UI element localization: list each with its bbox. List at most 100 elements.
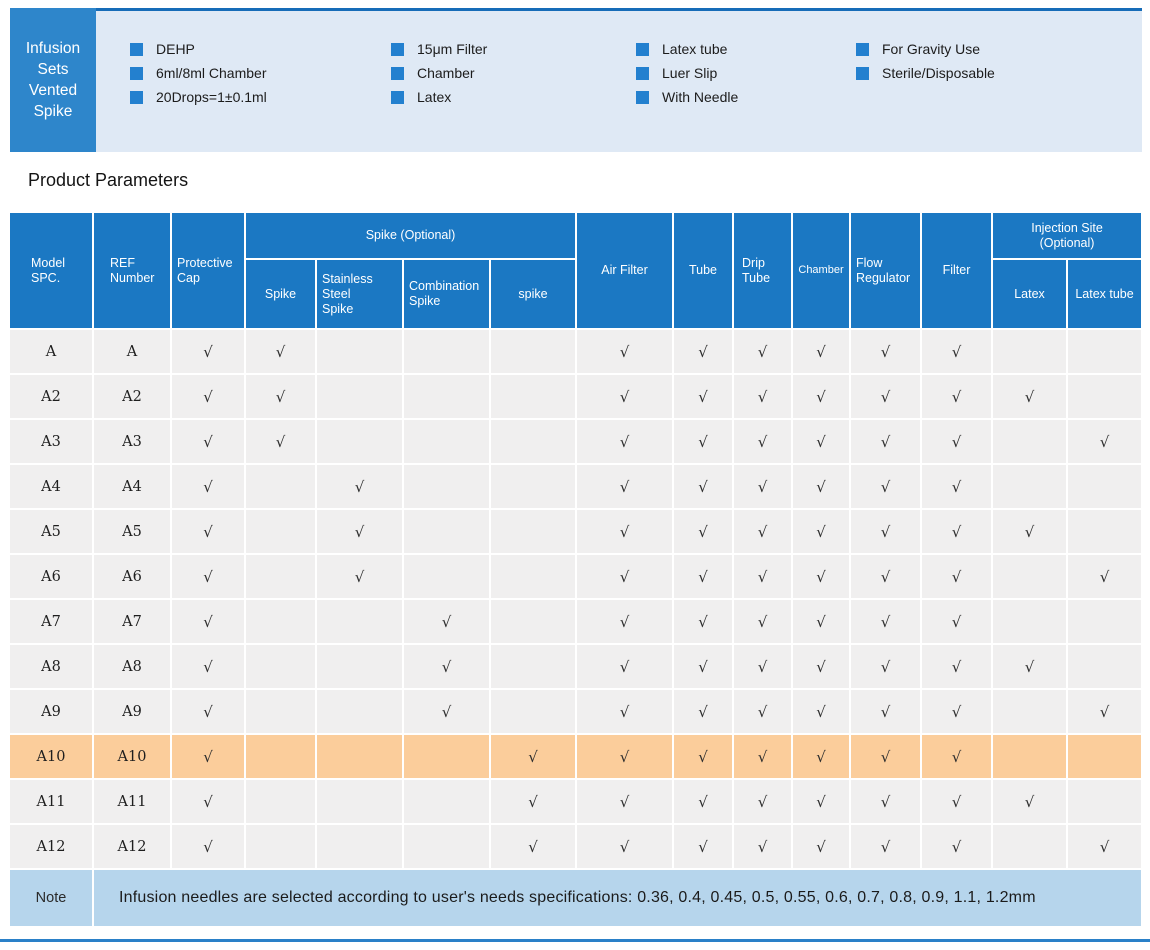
ref-cell: A7: [94, 600, 170, 643]
check-cell-protective-cap: √: [172, 420, 244, 463]
feature-label: Latex: [417, 89, 452, 105]
check-cell-latex-tube: √: [1068, 555, 1142, 598]
table-row[interactable]: A12 A12 √ √ √ √ √ √ √ √ √: [10, 825, 1142, 868]
check-cell-flow-regulator: √: [851, 555, 920, 598]
feature-column: 15μm Filter Chamber Latex: [391, 37, 487, 109]
check-cell-air-filter: √: [577, 555, 672, 598]
table-row[interactable]: A9 A9 √ √ √ √ √ √ √ √ √: [10, 690, 1142, 733]
check-cell-air-filter: √: [577, 465, 672, 508]
table-row[interactable]: A7 A7 √ √ √ √ √ √ √ √: [10, 600, 1142, 643]
table-row[interactable]: A4 A4 √ √ √ √ √ √ √ √: [10, 465, 1142, 508]
check-cell-stainless-steel-spike: [317, 735, 402, 778]
ref-cell: A9: [94, 690, 170, 733]
feature-item: Latex: [391, 85, 487, 109]
check-cell-filter: √: [922, 555, 991, 598]
col-header-stainless-steel-spike: Stainless Steel Spike: [317, 260, 402, 328]
feature-column: DEHP 6ml/8ml Chamber 20Drops=1±0.1ml: [130, 37, 267, 109]
check-cell-drip-tube: √: [734, 465, 791, 508]
ref-cell: A: [94, 330, 170, 373]
model-cell: A12: [10, 825, 92, 868]
check-cell-spike-lower: [491, 690, 575, 733]
check-cell-spike-lower: [491, 420, 575, 463]
check-cell-chamber: √: [793, 330, 849, 373]
table-row[interactable]: A10 A10 √ √ √ √ √ √ √ √: [10, 735, 1142, 778]
check-cell-drip-tube: √: [734, 600, 791, 643]
table-row[interactable]: A8 A8 √ √ √ √ √ √ √ √ √: [10, 645, 1142, 688]
check-cell-drip-tube: √: [734, 510, 791, 553]
check-cell-stainless-steel-spike: [317, 645, 402, 688]
check-cell-tube: √: [674, 330, 732, 373]
feature-item: Luer Slip: [636, 61, 738, 85]
model-cell: A6: [10, 555, 92, 598]
check-cell-combination-spike: √: [404, 600, 489, 643]
model-cell: A9: [10, 690, 92, 733]
check-cell-flow-regulator: √: [851, 825, 920, 868]
check-cell-combination-spike: [404, 375, 489, 418]
check-cell-spike-lower: √: [491, 825, 575, 868]
col-header-protective-cap: Protective Cap: [172, 213, 244, 328]
check-cell-latex-tube: [1068, 465, 1142, 508]
spike-optional-header: Spike (Optional): [246, 213, 575, 258]
check-cell-latex-tube: [1068, 735, 1142, 778]
table-row[interactable]: A6 A6 √ √ √ √ √ √ √ √ √: [10, 555, 1142, 598]
bullet-square-icon: [130, 90, 143, 104]
model-cell: A4: [10, 465, 92, 508]
check-cell-latex-tube: [1068, 510, 1142, 553]
feature-label: Luer Slip: [662, 65, 718, 81]
table-row[interactable]: A5 A5 √ √ √ √ √ √ √ √ √: [10, 510, 1142, 553]
check-cell-tube: √: [674, 420, 732, 463]
feature-label: Sterile/Disposable: [882, 65, 995, 81]
ref-cell: A12: [94, 825, 170, 868]
check-cell-tube: √: [674, 735, 732, 778]
check-cell-chamber: √: [793, 825, 849, 868]
check-cell-drip-tube: √: [734, 555, 791, 598]
check-cell-latex: [993, 600, 1066, 643]
check-cell-latex-tube: [1068, 375, 1142, 418]
check-cell-stainless-steel-spike: [317, 600, 402, 643]
check-cell-flow-regulator: √: [851, 510, 920, 553]
col-header-tube: Tube: [674, 213, 732, 328]
check-cell-tube: √: [674, 645, 732, 688]
check-cell-tube: √: [674, 510, 732, 553]
table-row[interactable]: A3 A3 √ √ √ √ √ √ √ √ √: [10, 420, 1142, 463]
model-cell: A2: [10, 375, 92, 418]
product-parameters-table: Model SPC. REF Number Protective Cap Spi…: [8, 211, 1143, 928]
check-cell-latex: [993, 555, 1066, 598]
check-cell-flow-regulator: √: [851, 735, 920, 778]
check-cell-combination-spike: [404, 510, 489, 553]
feature-item: 15μm Filter: [391, 37, 487, 61]
model-cell: A: [10, 330, 92, 373]
table-row[interactable]: A A √ √ √ √ √ √ √ √: [10, 330, 1142, 373]
col-header-ref: REF Number: [94, 213, 170, 328]
check-cell-stainless-steel-spike: [317, 780, 402, 823]
check-cell-spike: [246, 600, 315, 643]
table-row[interactable]: A11 A11 √ √ √ √ √ √ √ √ √: [10, 780, 1142, 823]
section-title: Product Parameters: [28, 170, 189, 190]
check-cell-chamber: √: [793, 555, 849, 598]
model-cell: A8: [10, 645, 92, 688]
table-row[interactable]: A2 A2 √ √ √ √ √ √ √ √ √: [10, 375, 1142, 418]
check-cell-protective-cap: √: [172, 690, 244, 733]
feature-label: 20Drops=1±0.1ml: [156, 89, 267, 105]
check-cell-protective-cap: √: [172, 375, 244, 418]
feature-item: For Gravity Use: [856, 37, 995, 61]
bullet-square-icon: [636, 66, 649, 80]
feature-label: For Gravity Use: [882, 41, 981, 57]
check-cell-spike: [246, 465, 315, 508]
check-cell-drip-tube: √: [734, 375, 791, 418]
check-cell-drip-tube: √: [734, 825, 791, 868]
check-cell-tube: √: [674, 690, 732, 733]
feature-column: For Gravity Use Sterile/Disposable: [856, 37, 995, 85]
product-banner: Infusion Sets Vented Spike DEHP 6ml/8ml …: [10, 8, 1142, 152]
check-cell-chamber: √: [793, 465, 849, 508]
check-cell-chamber: √: [793, 510, 849, 553]
check-cell-air-filter: √: [577, 645, 672, 688]
check-cell-latex: [993, 735, 1066, 778]
col-header-model: Model SPC.: [10, 213, 92, 328]
col-header-spike-lower: spike: [491, 260, 575, 328]
check-cell-spike-lower: √: [491, 780, 575, 823]
check-cell-chamber: √: [793, 420, 849, 463]
col-header-flow-regulator: Flow Regulator: [851, 213, 920, 328]
check-cell-spike-lower: [491, 465, 575, 508]
check-cell-combination-spike: √: [404, 645, 489, 688]
